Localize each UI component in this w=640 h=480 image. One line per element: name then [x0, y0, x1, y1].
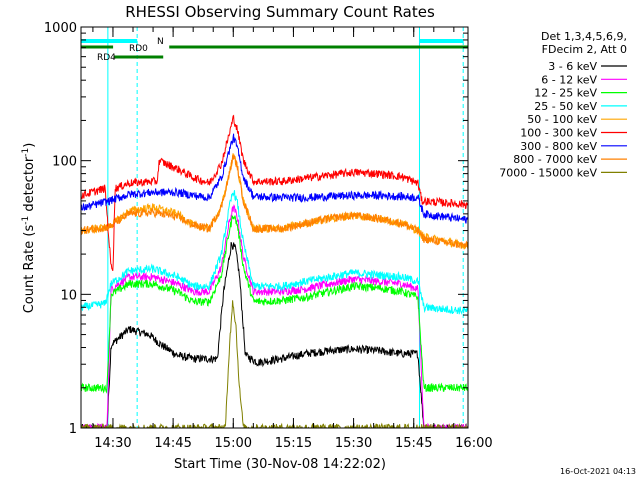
flag-bar-label: RD0 [129, 44, 148, 54]
legend-entry-label: 12 - 25 keV [534, 87, 597, 100]
legend-entry-label: 6 - 12 keV [541, 73, 597, 86]
legend-entry-label: 3 - 6 keV [548, 60, 597, 73]
legend-entry-label: 300 - 800 keV [520, 140, 597, 153]
x-tick-label: 15:45 [395, 436, 432, 451]
series-line [81, 133, 468, 224]
legend-entry-label: 50 - 100 keV [527, 113, 597, 126]
y-tick-label: 1 [69, 422, 77, 437]
y-tick-label: 1000 [44, 21, 77, 36]
plot-frame [80, 26, 469, 429]
legend-entry-label: 25 - 50 keV [534, 100, 597, 113]
footer-timestamp: 16-Oct-2021 04:13 [560, 467, 636, 476]
series-line [81, 114, 468, 272]
x-tick-label: 16:00 [455, 436, 492, 451]
legend-entry-label: 800 - 7000 keV [513, 153, 597, 166]
chart-title: RHESSI Observing Summary Count Rates [125, 3, 435, 21]
series-line [81, 153, 468, 250]
x-axis-label: Start Time (30-Nov-08 14:22:02) [174, 457, 386, 472]
series-line [81, 300, 468, 428]
series-line [81, 190, 468, 315]
legend-entry-label: 100 - 300 keV [520, 127, 597, 140]
legend-header-line: FDecim 2, Att 0 [542, 43, 627, 56]
series-line [81, 242, 468, 428]
y-axis-label-sup2: -1 [21, 148, 31, 157]
x-tick-label: 14:45 [154, 436, 191, 451]
y-axis-label-mid: detector [22, 156, 37, 216]
y-tick-label: 100 [52, 155, 77, 170]
flag-bar-label: N [157, 37, 164, 47]
legend-header-line: Det 1,3,4,5,6,9, [541, 30, 627, 43]
data-layer [81, 27, 468, 428]
x-tick-label: 15:00 [215, 436, 252, 451]
flag-bar-label: RD4 [97, 53, 116, 63]
y-axis-label-sup1: -1 [21, 216, 31, 225]
x-tick-label: 15:30 [335, 436, 372, 451]
series-line [81, 204, 468, 428]
plot-area: N RD0 RD4 1 10 100 1000 14:30 14:45 15:00 15:15 15:… [44, 21, 493, 451]
series-line [81, 215, 468, 394]
series-line [81, 154, 468, 249]
x-tick-label: 14:30 [94, 436, 131, 451]
y-tick-label: 10 [60, 288, 77, 303]
y-axis-label: Count Rate (s-1 detector-1) [21, 143, 37, 314]
legend: Det 1,3,4,5,6,9, FDecim 2, Att 0 3 - 6 k… [499, 30, 627, 179]
x-tick-label: 15:15 [275, 436, 312, 451]
y-axis-label-main: Count Rate (s [22, 225, 37, 314]
y-axis-label-end: ) [22, 143, 37, 148]
legend-entry-label: 7000 - 15000 keV [499, 166, 597, 179]
